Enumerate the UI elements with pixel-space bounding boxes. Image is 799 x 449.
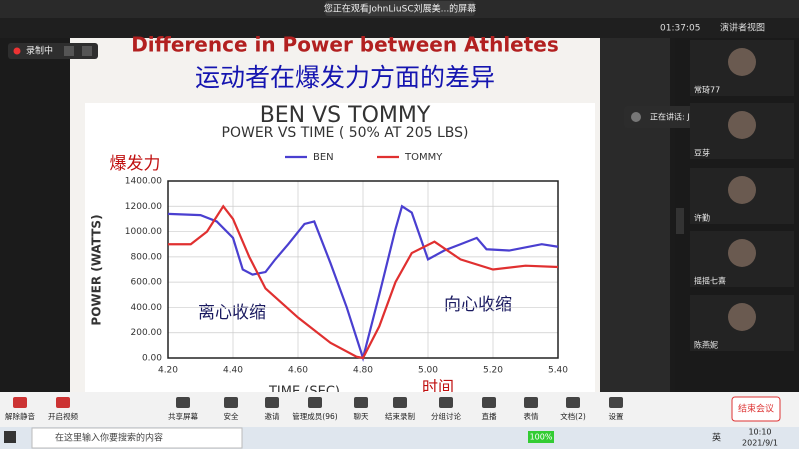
recording-dot (13, 47, 21, 55)
series-line (168, 204, 559, 360)
start-button[interactable] (4, 431, 16, 443)
view-mode[interactable]: 演讲者视图 (720, 22, 765, 34)
collapse-button[interactable] (676, 208, 684, 234)
participant-name: 豆芽 (694, 148, 710, 158)
toolbar-label[interactable]: 管理成员(96) (292, 411, 337, 421)
avatar (728, 48, 756, 76)
chart-image (85, 103, 595, 392)
y-tick-label: 400.00 (131, 303, 163, 313)
end-meeting-text[interactable]: 结束会议 (738, 403, 774, 415)
chart-subtitle: Power vs Time ( 50% at 205 lbs) (222, 125, 469, 141)
participant-name: 许勤 (694, 213, 710, 223)
toolbar-label[interactable]: 开启视频 (48, 411, 78, 421)
toolbar-label[interactable]: 分组讨论 (431, 411, 461, 421)
toolbar-label[interactable]: 结束录制 (385, 411, 415, 421)
series-line (167, 204, 559, 362)
participant-name: 常琦77 (694, 86, 720, 95)
slide-subtitle: 运动者在爆发力方面的差异 (195, 63, 495, 92)
annotation: 向心收缩 (444, 295, 512, 315)
search-box[interactable] (31, 427, 243, 449)
ime: 英 (712, 432, 721, 444)
x-tick-label: 5.40 (548, 366, 568, 376)
toolbar-icon[interactable] (13, 397, 27, 408)
battery (528, 431, 554, 443)
recording-badge (8, 43, 98, 59)
speaker-avatar (631, 112, 641, 122)
toolbar-icon[interactable] (439, 397, 453, 408)
x-tick-label: 4.60 (288, 366, 308, 376)
avatar (728, 239, 756, 267)
x-tick-label: 4.80 (353, 366, 373, 376)
toolbar-icon[interactable] (265, 397, 279, 408)
legend-label: Ben (313, 152, 334, 163)
toolbar-label[interactable]: 表情 (524, 411, 539, 421)
chart-title: Ben vs Tommy (260, 103, 431, 128)
x-label-cn: 时间 (422, 378, 454, 397)
toolbar-label[interactable]: 共享屏幕 (168, 411, 198, 421)
search-text[interactable]: 在这里输入你要搜索的内容 (55, 432, 163, 444)
slide-title: Difference in Power between Athletes (131, 33, 559, 57)
legend-label: Tommy (404, 152, 443, 163)
x-tick-label: 5.00 (418, 366, 438, 376)
annotation: 离心收缩 (198, 303, 266, 323)
y-tick-label: 1000.00 (125, 227, 162, 237)
toolbar-icon[interactable] (482, 397, 496, 408)
toolbar-label[interactable]: 文档(2) (560, 411, 586, 421)
clock-date: 2021/9/1 (742, 439, 778, 448)
avatar (728, 303, 756, 331)
toolbar-icon[interactable] (566, 397, 580, 408)
y-tick-label: 1200.00 (125, 202, 162, 212)
y-label-cn: 爆发力 (110, 154, 161, 174)
toolbar-icon[interactable] (176, 397, 190, 408)
toolbar-label[interactable]: 安全 (224, 411, 239, 421)
timer: 01:37:05 (660, 24, 700, 34)
toolbar-label[interactable]: 解除静音 (5, 411, 35, 421)
slide-margin (600, 38, 670, 392)
x-tick-label: 4.20 (158, 366, 178, 376)
toolbar-icon[interactable] (308, 397, 322, 408)
viewing-badge (325, 1, 475, 16)
clock-time: 10:10 (748, 428, 771, 437)
toolbar-label[interactable]: 聊天 (354, 412, 369, 421)
y-tick-label: 1400.00 (125, 177, 162, 187)
viewing-text: 您正在观看JohnLiuSC刘展美...的屏幕 (324, 3, 476, 15)
toolbar-label[interactable]: 直播 (482, 411, 497, 421)
avatar (728, 176, 756, 204)
x-tick-label: 5.20 (483, 366, 503, 376)
toolbar-label[interactable]: 设置 (609, 411, 624, 421)
end-meeting-button[interactable] (731, 396, 781, 422)
toolbar-label[interactable]: 邀请 (265, 411, 280, 421)
y-tick-label: 200.00 (131, 328, 163, 338)
x-tick-label: 4.40 (223, 366, 243, 376)
y-tick-label: 600.00 (131, 278, 163, 288)
y-tick-label: 800.00 (131, 252, 163, 262)
avatar (728, 111, 756, 139)
recording-text: 录制中 (26, 45, 53, 57)
stop-button[interactable] (82, 46, 92, 56)
meeting-bar (0, 18, 799, 38)
pause-button[interactable] (64, 46, 74, 56)
toolbar-icon[interactable] (56, 397, 70, 408)
battery-text: 100% (530, 433, 553, 442)
participant-name: 陈燕妮 (694, 340, 718, 350)
y-label: Power (Watts) (90, 214, 104, 325)
toolbar-icon[interactable] (609, 397, 623, 408)
participant-name: 摇摇七喜 (694, 276, 726, 286)
toolbar-icon[interactable] (393, 397, 407, 408)
y-tick-label: 0.00 (142, 354, 162, 364)
toolbar-icon[interactable] (524, 397, 538, 408)
toolbar-icon[interactable] (224, 397, 238, 408)
toolbar-icon[interactable] (354, 397, 368, 408)
